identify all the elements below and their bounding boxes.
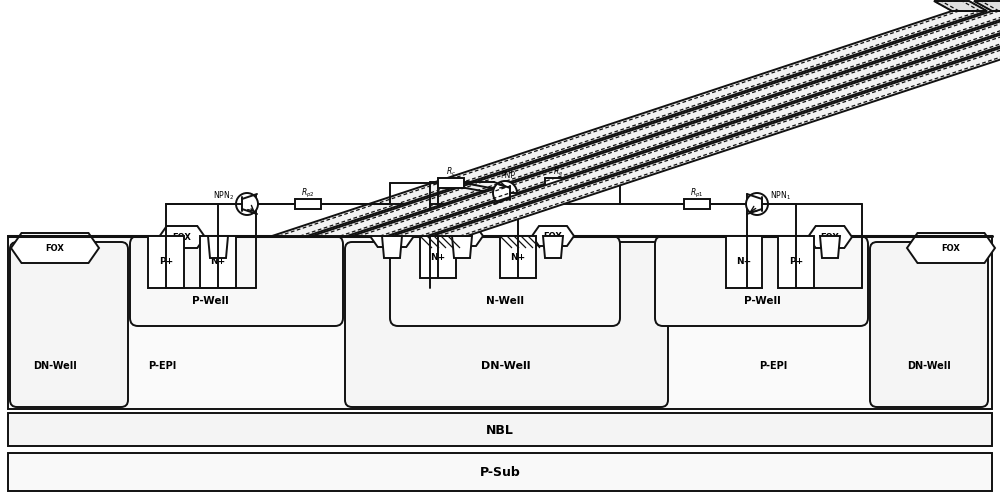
Text: DN-Well: DN-Well [907, 361, 951, 371]
FancyBboxPatch shape [655, 236, 868, 326]
Text: NPN$_2$: NPN$_2$ [213, 190, 234, 202]
Polygon shape [934, 1, 987, 11]
Bar [200, 236, 236, 288]
Text: PNP: PNP [501, 170, 516, 179]
Text: FOX: FOX [821, 232, 839, 241]
Text: FOX: FOX [453, 231, 471, 240]
Polygon shape [352, 11, 1000, 236]
Bar [295, 199, 321, 209]
Polygon shape [907, 233, 995, 263]
FancyBboxPatch shape [130, 236, 343, 326]
Polygon shape [452, 236, 472, 258]
Polygon shape [543, 236, 563, 258]
Polygon shape [208, 236, 228, 258]
Text: N-Well: N-Well [486, 296, 524, 306]
Polygon shape [382, 236, 402, 258]
Bar [8, 236, 992, 409]
Text: P-EPI: P-EPI [148, 361, 176, 371]
Polygon shape [312, 11, 1000, 236]
Polygon shape [159, 226, 205, 248]
Polygon shape [808, 226, 852, 248]
Text: FOX: FOX [46, 243, 64, 253]
FancyBboxPatch shape [390, 236, 620, 326]
Text: FOX: FOX [544, 231, 562, 240]
Text: N+: N+ [210, 258, 226, 267]
Text: FOX: FOX [173, 232, 191, 241]
Bar [8, 413, 992, 446]
Text: N+: N+ [736, 258, 752, 267]
Text: N+: N+ [430, 253, 446, 262]
Bar [500, 236, 536, 278]
Polygon shape [441, 226, 483, 246]
Text: NBL: NBL [486, 423, 514, 436]
Text: DN-Well: DN-Well [481, 361, 531, 371]
Text: N+: N+ [510, 253, 526, 262]
Text: FOX: FOX [383, 231, 401, 240]
FancyBboxPatch shape [345, 242, 668, 407]
Circle shape [493, 181, 517, 205]
Text: P-Sub: P-Sub [480, 465, 520, 478]
Text: FOX: FOX [942, 243, 960, 253]
Bar [438, 178, 464, 188]
Polygon shape [11, 233, 99, 263]
Text: P-Well: P-Well [192, 296, 228, 306]
Polygon shape [272, 11, 987, 236]
Polygon shape [532, 226, 574, 246]
Bar [684, 199, 710, 209]
Text: P-Well: P-Well [744, 296, 780, 306]
Circle shape [236, 193, 258, 215]
Polygon shape [432, 11, 1000, 236]
Bar [778, 236, 814, 288]
Bar [726, 236, 762, 288]
Text: $R_e$: $R_e$ [553, 166, 563, 178]
Bar [148, 236, 184, 288]
Polygon shape [392, 11, 1000, 236]
Text: DN-Well: DN-Well [33, 361, 77, 371]
Text: NPN$_1$: NPN$_1$ [770, 190, 791, 202]
Bar [420, 236, 456, 278]
Polygon shape [820, 236, 840, 258]
Polygon shape [974, 1, 1000, 11]
Text: P+: P+ [789, 258, 803, 267]
Text: $R_{p2}$: $R_{p2}$ [301, 186, 315, 199]
FancyBboxPatch shape [10, 242, 128, 407]
Bar [545, 178, 571, 188]
Text: P+: P+ [159, 258, 173, 267]
Bar [8, 453, 992, 491]
FancyBboxPatch shape [870, 242, 988, 407]
Text: P-EPI: P-EPI [759, 361, 787, 371]
Circle shape [746, 193, 768, 215]
Text: $R_c$: $R_c$ [446, 166, 456, 178]
Polygon shape [370, 225, 414, 247]
Text: $R_{p1}$: $R_{p1}$ [690, 186, 704, 199]
